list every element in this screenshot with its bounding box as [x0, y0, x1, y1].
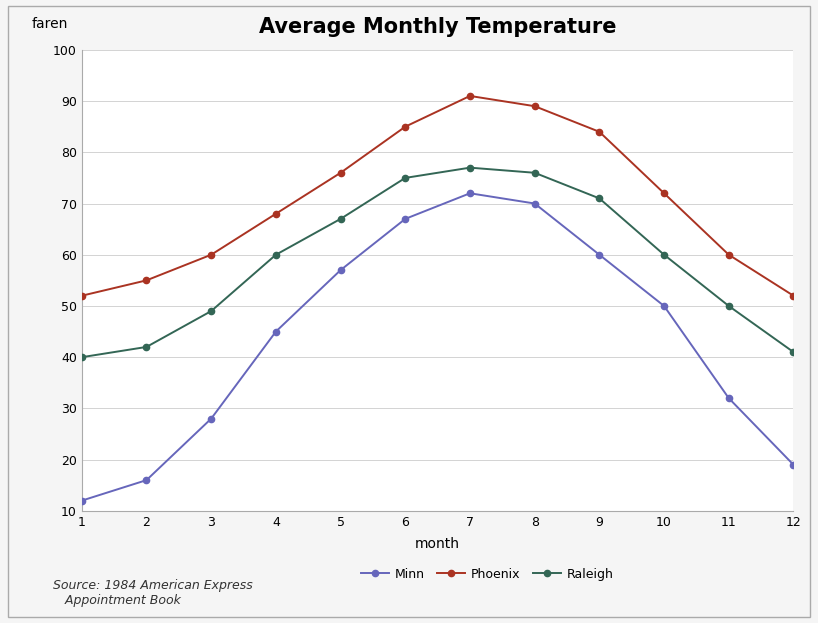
Legend: Minn, Phoenix, Raleigh: Minn, Phoenix, Raleigh — [361, 568, 614, 581]
X-axis label: month: month — [415, 537, 461, 551]
Text: faren: faren — [32, 17, 69, 31]
Text: Source: 1984 American Express
   Appointment Book: Source: 1984 American Express Appointmen… — [53, 579, 253, 607]
Title: Average Monthly Temperature: Average Monthly Temperature — [258, 17, 617, 37]
